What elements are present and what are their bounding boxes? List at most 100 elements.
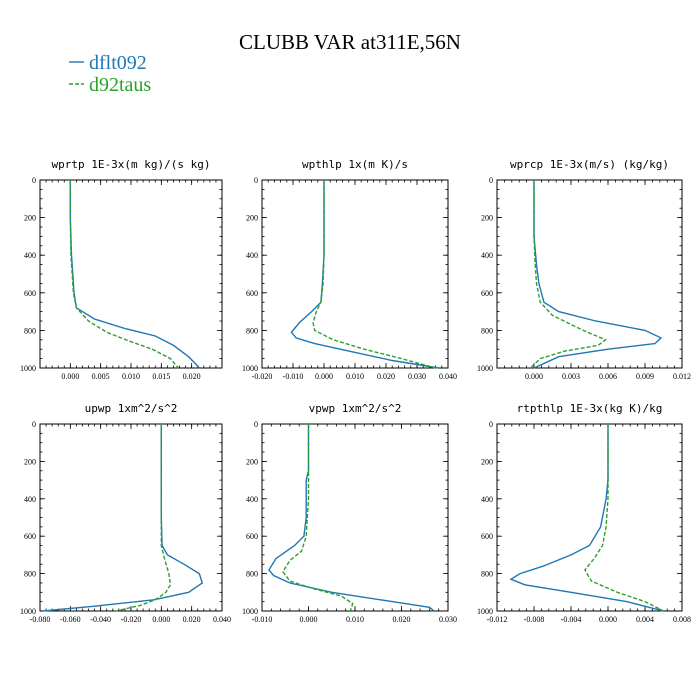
x-tick-label: 0.020	[377, 372, 395, 381]
y-tick-label: 800	[246, 326, 258, 335]
x-tick-label: -0.004	[561, 615, 582, 624]
y-tick-label: 200	[246, 214, 258, 223]
legend-label-d92taus: d92taus	[89, 74, 151, 96]
x-tick-label: 0.000	[300, 615, 318, 624]
y-tick-label: 0	[32, 420, 36, 429]
y-tick-label: 200	[24, 457, 36, 466]
plot-frame	[261, 179, 449, 369]
panel-6: rtpthlp 1E-3x(kg K)/kg -0.012 -0.008 -0.004…	[477, 402, 691, 624]
x-tick-label: 0.030	[408, 372, 426, 381]
panel-3: wprcp 1E-3x(m/s) (kg/kg) 0.000 0.003 0.006 0…	[477, 158, 691, 381]
x-tick-label: 0.012	[673, 372, 691, 381]
x-tick-label: 0.008	[673, 615, 691, 624]
x-tick-label: 0.000	[315, 372, 333, 381]
x-tick-label: 0.006	[599, 372, 617, 381]
x-tick-label: 0.040	[439, 372, 457, 381]
plot-frame	[496, 423, 683, 612]
series-line-dflt092	[533, 180, 663, 369]
panel-title: rtpthlp 1E-3x(kg K)/kg	[517, 402, 663, 415]
y-tick-label: 0	[254, 420, 258, 429]
x-tick-label: 0.004	[636, 615, 654, 624]
series-line-dflt092	[69, 180, 201, 369]
x-tick-label: 0.040	[213, 615, 231, 624]
y-tick-label: 1000	[242, 364, 258, 373]
plot-frame	[39, 423, 223, 612]
x-tick-label: 0.000	[152, 615, 170, 624]
y-tick-label: 1000	[477, 607, 493, 616]
y-tick-label: 400	[246, 251, 258, 260]
y-tick-label: 0	[254, 176, 258, 185]
y-tick-label: 1000	[20, 364, 36, 373]
series-line-d92taus	[312, 180, 436, 369]
y-tick-label: 400	[246, 495, 258, 504]
panel-title: wpthlp 1x(m K)/s	[302, 158, 408, 171]
plot-frame	[496, 179, 683, 369]
panels: wprtp 1E-3x(m kg)/(s kg) 0.000 0.005 0.010 0…	[20, 158, 691, 624]
x-tick-label: -0.080	[30, 615, 51, 624]
panel-2: wpthlp 1x(m K)/s -0.020 -0.010 0.000 0.010 0.…	[242, 158, 457, 381]
y-tick-label: 600	[24, 289, 36, 298]
y-tick-label: 0	[32, 176, 36, 185]
x-tick-label: 0.009	[636, 372, 654, 381]
x-tick-label: 0.020	[393, 615, 411, 624]
x-tick-label: 0.000	[525, 372, 543, 381]
y-tick-label: 600	[481, 532, 493, 541]
x-tick-label: 0.010	[122, 372, 140, 381]
y-tick-label: 800	[24, 326, 36, 335]
y-tick-label: 600	[24, 532, 36, 541]
y-tick-label: 200	[246, 457, 258, 466]
y-tick-label: 600	[246, 532, 258, 541]
y-tick-label: 0	[489, 176, 493, 185]
panel-4: upwp 1xm^2/s^2 -0.080 -0.060 -0.040 -0.020 0.…	[20, 402, 231, 624]
x-tick-label: 0.010	[346, 372, 364, 381]
y-tick-label: 400	[24, 251, 36, 260]
x-tick-label: 0.030	[439, 615, 457, 624]
series-line-d92taus	[282, 424, 354, 612]
x-tick-label: 0.020	[183, 372, 201, 381]
legend-label-dflt092: dflt092	[89, 52, 147, 74]
series-line-dflt092	[42, 424, 204, 612]
series-line-d92taus	[584, 424, 664, 612]
legend: dflt092 d92taus	[69, 52, 151, 96]
plot-frame	[39, 179, 223, 369]
x-tick-label: -0.010	[283, 372, 304, 381]
panel-title: wprtp 1E-3x(m kg)/(s kg)	[52, 158, 211, 171]
y-tick-label: 1000	[242, 607, 258, 616]
y-tick-label: 800	[246, 570, 258, 579]
plot-frame	[261, 423, 449, 612]
y-tick-label: 400	[481, 495, 493, 504]
figure-title: CLUBB VAR at311E,56N	[239, 30, 461, 54]
y-tick-label: 200	[24, 214, 36, 223]
series-line-dflt092	[509, 424, 664, 612]
x-tick-label: -0.040	[90, 615, 111, 624]
y-tick-label: 600	[481, 289, 493, 298]
panel-1: wprtp 1E-3x(m kg)/(s kg) 0.000 0.005 0.010 0…	[20, 158, 223, 381]
x-tick-label: 0.020	[183, 615, 201, 624]
y-tick-label: 800	[481, 326, 493, 335]
y-tick-label: 400	[481, 251, 493, 260]
y-tick-label: 200	[481, 214, 493, 223]
series-line-dflt092	[290, 180, 439, 369]
x-tick-label: 0.005	[92, 372, 110, 381]
x-tick-label: -0.020	[121, 615, 142, 624]
series-line-dflt092	[268, 424, 435, 612]
y-tick-label: 800	[24, 570, 36, 579]
y-tick-label: 1000	[477, 364, 493, 373]
panel-title: vpwp 1xm^2/s^2	[309, 402, 402, 415]
y-tick-label: 600	[246, 289, 258, 298]
y-tick-label: 0	[489, 420, 493, 429]
series-line-d92taus	[69, 180, 179, 369]
y-tick-label: 1000	[20, 607, 36, 616]
x-tick-label: -0.060	[60, 615, 81, 624]
x-tick-label: -0.010	[252, 615, 273, 624]
series-line-d92taus	[115, 424, 172, 612]
panel-title: upwp 1xm^2/s^2	[85, 402, 178, 415]
x-tick-label: 0.000	[61, 372, 79, 381]
y-tick-label: 200	[481, 457, 493, 466]
y-tick-label: 400	[24, 495, 36, 504]
panel-5: vpwp 1xm^2/s^2 -0.010 0.000 0.010 0.020 0.030…	[242, 402, 457, 624]
panel-title: wprcp 1E-3x(m/s) (kg/kg)	[510, 158, 669, 171]
x-tick-label: 0.003	[562, 372, 580, 381]
x-tick-label: -0.020	[252, 372, 273, 381]
